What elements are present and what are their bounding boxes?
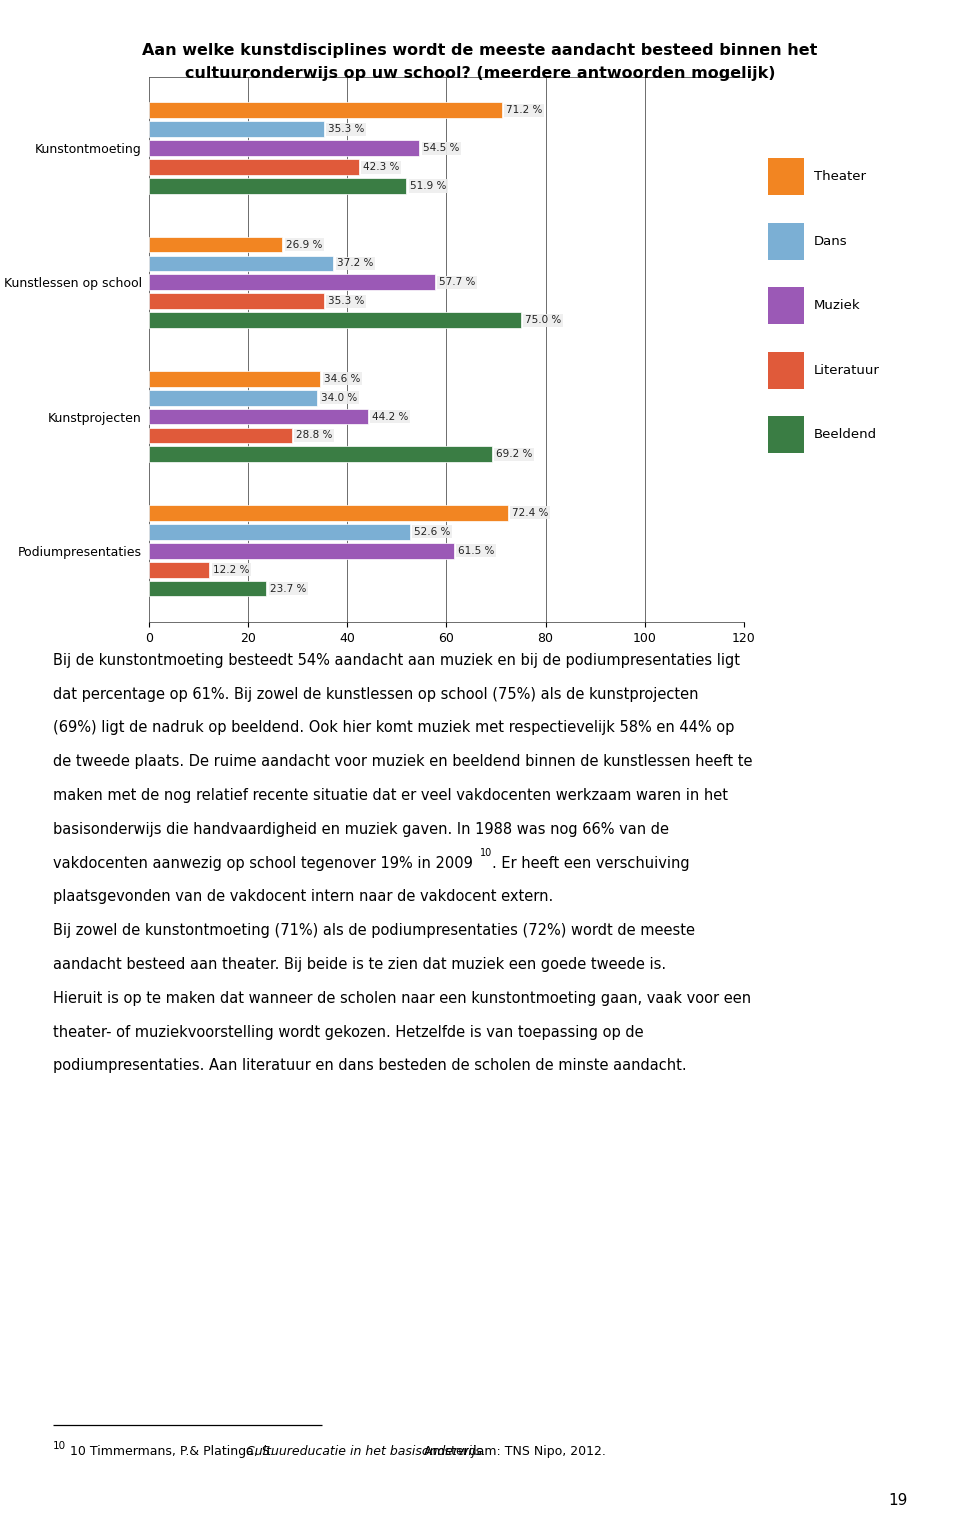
Text: cultuuronderwijs op uw school? (meerdere antwoorden mogelijk): cultuuronderwijs op uw school? (meerdere…	[184, 66, 776, 81]
Text: 10: 10	[53, 1441, 66, 1452]
Bar	[149, 255, 333, 272]
Text: 12.2 %: 12.2 %	[213, 565, 250, 574]
Bar	[149, 447, 492, 462]
Bar	[149, 160, 359, 175]
Text: 26.9 %: 26.9 %	[286, 240, 323, 249]
Bar	[149, 293, 324, 309]
Text: 28.8 %: 28.8 %	[296, 430, 332, 441]
Text: 34.6 %: 34.6 %	[324, 373, 361, 384]
Text: 34.0 %: 34.0 %	[322, 393, 358, 402]
Text: 19: 19	[888, 1493, 907, 1508]
Text: dat percentage op 61%. Bij zowel de kunstlessen op school (75%) als de kunstproj: dat percentage op 61%. Bij zowel de kuns…	[53, 687, 698, 702]
Text: 10: 10	[480, 848, 492, 859]
Text: basisonderwijs die handvaardigheid en muziek gaven. In 1988 was nog 66% van de: basisonderwijs die handvaardigheid en mu…	[53, 822, 669, 837]
Bar	[149, 312, 520, 329]
Bar	[149, 275, 435, 290]
Text: 69.2 %: 69.2 %	[496, 450, 533, 459]
Text: Dans: Dans	[814, 235, 848, 247]
Text: 52.6 %: 52.6 %	[414, 527, 450, 536]
Text: Muziek: Muziek	[814, 300, 861, 312]
Bar	[149, 121, 324, 137]
Text: 57.7 %: 57.7 %	[439, 278, 475, 287]
Text: 54.5 %: 54.5 %	[423, 143, 460, 154]
Bar	[149, 581, 266, 596]
Text: 51.9 %: 51.9 %	[410, 181, 446, 190]
Text: (69%) ligt de nadruk op beeldend. Ook hier komt muziek met respectievelijk 58% e: (69%) ligt de nadruk op beeldend. Ook hi…	[53, 720, 734, 736]
Text: podiumpresentaties. Aan literatuur en dans besteden de scholen de minste aandach: podiumpresentaties. Aan literatuur en da…	[53, 1058, 686, 1074]
Text: 42.3 %: 42.3 %	[363, 163, 399, 172]
Bar	[149, 237, 282, 252]
Text: plaatsgevonden van de vakdocent intern naar de vakdocent extern.: plaatsgevonden van de vakdocent intern n…	[53, 889, 553, 905]
Text: 37.2 %: 37.2 %	[337, 258, 373, 269]
Text: Cultuureducatie in het basisonderwijs.: Cultuureducatie in het basisonderwijs.	[246, 1445, 486, 1458]
Text: de tweede plaats. De ruime aandacht voor muziek en beeldend binnen de kunstlesse: de tweede plaats. De ruime aandacht voor…	[53, 754, 753, 770]
Text: 44.2 %: 44.2 %	[372, 412, 408, 421]
Text: 75.0 %: 75.0 %	[525, 315, 561, 326]
Bar	[149, 524, 410, 539]
Bar	[149, 140, 420, 157]
Text: 72.4 %: 72.4 %	[512, 508, 548, 518]
Text: Amsterdam: TNS Nipo, 2012.: Amsterdam: TNS Nipo, 2012.	[420, 1445, 607, 1458]
Text: . Er heeft een verschuiving: . Er heeft een verschuiving	[492, 856, 690, 871]
Bar	[149, 409, 368, 424]
Bar	[149, 103, 502, 118]
Bar	[149, 427, 292, 444]
Text: Beeldend: Beeldend	[814, 429, 877, 441]
Text: 35.3 %: 35.3 %	[328, 296, 364, 306]
Text: 23.7 %: 23.7 %	[271, 584, 306, 593]
Text: vakdocenten aanwezig op school tegenover 19% in 2009: vakdocenten aanwezig op school tegenover…	[53, 856, 472, 871]
Text: Literatuur: Literatuur	[814, 364, 880, 376]
Text: 61.5 %: 61.5 %	[458, 545, 494, 556]
Text: maken met de nog relatief recente situatie dat er veel vakdocenten werkzaam ware: maken met de nog relatief recente situat…	[53, 788, 728, 803]
Text: Bij de kunstontmoeting besteedt 54% aandacht aan muziek en bij de podiumpresenta: Bij de kunstontmoeting besteedt 54% aand…	[53, 653, 740, 668]
Bar	[149, 370, 321, 387]
Text: Theater: Theater	[814, 170, 866, 183]
Bar	[149, 505, 508, 521]
Text: 35.3 %: 35.3 %	[328, 124, 364, 134]
Bar	[149, 562, 209, 578]
Bar	[149, 390, 318, 406]
Text: aandacht besteed aan theater. Bij beide is te zien dat muziek een goede tweede i: aandacht besteed aan theater. Bij beide …	[53, 957, 666, 972]
Bar	[149, 542, 454, 559]
Text: Aan welke kunstdisciplines wordt de meeste aandacht besteed binnen het: Aan welke kunstdisciplines wordt de mees…	[142, 43, 818, 58]
Text: 71.2 %: 71.2 %	[506, 106, 542, 115]
Bar	[149, 178, 406, 194]
Text: Bij zowel de kunstontmoeting (71%) als de podiumpresentaties (72%) wordt de mees: Bij zowel de kunstontmoeting (71%) als d…	[53, 923, 695, 938]
Text: theater- of muziekvoorstelling wordt gekozen. Hetzelfde is van toepassing op de: theater- of muziekvoorstelling wordt gek…	[53, 1025, 643, 1040]
Text: Hieruit is op te maken dat wanneer de scholen naar een kunstontmoeting gaan, vaa: Hieruit is op te maken dat wanneer de sc…	[53, 991, 751, 1006]
Text: 10 Timmermans, P.& Platinga, S.: 10 Timmermans, P.& Platinga, S.	[70, 1445, 278, 1458]
